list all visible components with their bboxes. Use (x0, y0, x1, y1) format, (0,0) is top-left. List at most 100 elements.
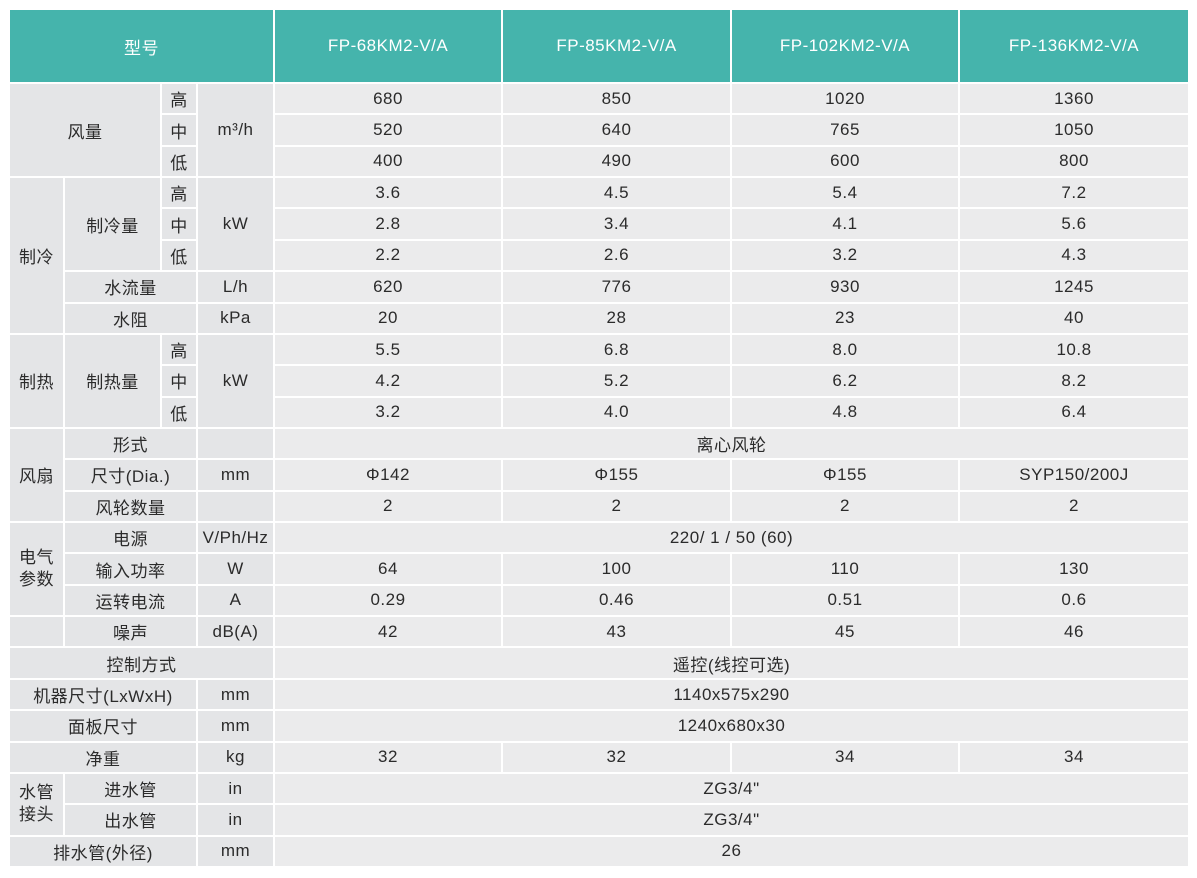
header-cell: FP-102KM2-V/A (730, 8, 960, 84)
table-row: 风量高 m³/h 680 850 1020 1360 (8, 81, 1190, 179)
value-cell: 5.6 (958, 207, 1190, 241)
value-cell: 45 (730, 615, 960, 649)
label-cell: 机器尺寸(LxWxH) (8, 677, 198, 712)
table-row: 低 3.2 4.0 4.8 6.4 (9, 395, 1190, 429)
label-cell: 制冷量 (63, 176, 162, 273)
value-cell: 34 (730, 740, 960, 774)
table-row: 水阻 kPa 20 28 23 40 (9, 301, 1190, 335)
table-row: 机器尺寸(LxWxH) mm 1140x575x290 (8, 677, 1190, 712)
label-cell: mm (196, 458, 275, 492)
value-cell: 3.2 (273, 395, 503, 429)
value-cell: Φ155 (730, 458, 960, 492)
value-cell: 6.4 (958, 395, 1190, 429)
label-cell: 风扇 (8, 426, 65, 524)
value-cell: 26 (273, 834, 1190, 868)
value-cell: 1360 (958, 81, 1190, 116)
value-cell: 130 (958, 552, 1190, 586)
label-cell: 运转电流 (63, 583, 198, 618)
label-cell: 低 (160, 238, 198, 273)
header-row: 型号 FP-68KM2-V/A FP-85KM2-V/A FP-102KM2-V/A… (8, 8, 1190, 84)
label-cell: 出水管 (63, 803, 198, 837)
value-cell: 1240x680x30 (273, 709, 1190, 743)
table-row: 风轮数量 2 2 2 2 (9, 489, 1190, 524)
table-body: 风量高 m³/h 680 850 1020 1360 中 520 640 765 1050 低 400 4… (8, 81, 1190, 868)
value-cell: 4.1 (730, 207, 960, 241)
table-row: 低 2.2 2.6 3.2 4.3 (9, 238, 1190, 273)
label-cell: 净重 (8, 740, 198, 774)
table-row: 输入功率 W 64 100 110 130 (9, 552, 1190, 586)
group-label: 水管接头 (19, 783, 54, 825)
value-cell: 离心风轮 (273, 426, 1190, 461)
label-cell: 水流量 (63, 270, 198, 304)
blank-cell (196, 426, 275, 461)
value-cell: 0.6 (958, 583, 1190, 618)
label-cell: 电源 (63, 521, 198, 555)
value-cell: 4.5 (501, 176, 732, 210)
label-cell: V/Ph/Hz (196, 521, 275, 555)
value-cell: 遥控(线控可选) (273, 646, 1190, 680)
value-cell: 3.4 (501, 207, 732, 241)
label-cell: 进水管 (63, 771, 198, 806)
label-cell: 低 (160, 395, 198, 429)
table-row: 中 520 640 765 1050 (9, 113, 1190, 147)
value-cell: 4.3 (958, 238, 1190, 273)
value-cell: ZG3/4" (273, 803, 1190, 837)
label-cell: kg (196, 740, 275, 774)
value-cell: 2 (273, 489, 503, 524)
value-cell: 1245 (958, 270, 1190, 304)
label-cell: 高 (160, 176, 198, 210)
table-row: 低 400 490 600 800 (9, 144, 1190, 179)
value-cell: 100 (501, 552, 732, 586)
label-cell: 制热 (8, 332, 65, 429)
value-cell: 0.46 (501, 583, 732, 618)
value-cell: 7.2 (958, 176, 1190, 210)
label-cell: mm (196, 834, 275, 868)
label-cell: L/h (196, 270, 275, 304)
value-cell: 8.2 (958, 364, 1190, 398)
value-cell: 220/ 1 / 50 (60) (273, 521, 1190, 555)
value-cell: ZG3/4" (273, 771, 1190, 806)
value-cell: 520 (273, 113, 503, 147)
label-cell: kW (196, 176, 275, 273)
value-cell: 42 (273, 615, 503, 649)
label-cell: 低 (160, 144, 198, 179)
value-cell: 930 (730, 270, 960, 304)
group-label: 电气参数 (19, 548, 54, 590)
label-cell: in (196, 771, 275, 806)
value-cell: 850 (501, 81, 732, 116)
value-cell: 46 (958, 615, 1190, 649)
value-cell: 5.4 (730, 176, 960, 210)
value-cell: Φ142 (273, 458, 503, 492)
table-row: 排水管(外径) mm 26 (8, 834, 1190, 868)
table-row: 电气参数 电源 V/Ph/Hz 220/ 1 / 50 (60) (8, 521, 1190, 618)
header-cell: FP-85KM2-V/A (501, 8, 732, 84)
value-cell: 5.2 (501, 364, 732, 398)
table-row: 水管接头 进水管 in ZG3/4" (8, 771, 1190, 837)
label-cell: mm (196, 677, 275, 712)
label-cell: kPa (196, 301, 275, 335)
value-cell: 64 (273, 552, 503, 586)
table-header: 型号 FP-68KM2-V/A FP-85KM2-V/A FP-102KM2-V/A… (8, 8, 1190, 84)
value-cell: 110 (730, 552, 960, 586)
label-cell: W (196, 552, 275, 586)
value-cell: 2.8 (273, 207, 503, 241)
value-cell: 640 (501, 113, 732, 147)
table-row: 尺寸(Dia.) mm Φ142 Φ155 Φ155 SYP150/200J (9, 458, 1190, 492)
label-cell: 制冷 (8, 176, 65, 335)
value-cell: 32 (273, 740, 503, 774)
label-cell: 风轮数量 (63, 489, 198, 524)
label-cell: 水阻 (63, 301, 198, 335)
value-cell: 10.8 (958, 332, 1190, 367)
value-cell: 43 (501, 615, 732, 649)
label-cell: dB(A) (196, 615, 275, 649)
header-cell: FP-136KM2-V/A (958, 8, 1190, 84)
blank-cell (196, 489, 275, 524)
value-cell: 2.2 (273, 238, 503, 273)
label-cell: 制热量 (63, 332, 162, 429)
value-cell: 776 (501, 270, 732, 304)
label-cell: 高 (160, 332, 198, 367)
value-cell: 620 (273, 270, 503, 304)
value-cell: 0.51 (730, 583, 960, 618)
value-cell: 800 (958, 144, 1190, 179)
